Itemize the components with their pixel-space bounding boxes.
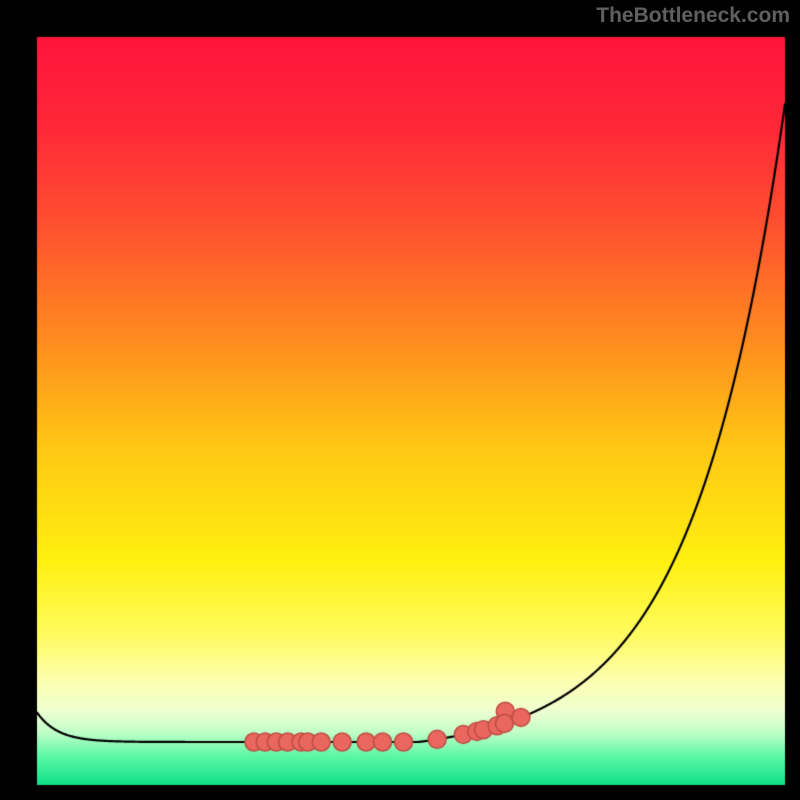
bottleneck-curve-chart — [0, 0, 800, 800]
watermark-label: TheBottleneck.com — [596, 4, 790, 28]
chart-stage: TheBottleneck.com — [0, 0, 800, 800]
